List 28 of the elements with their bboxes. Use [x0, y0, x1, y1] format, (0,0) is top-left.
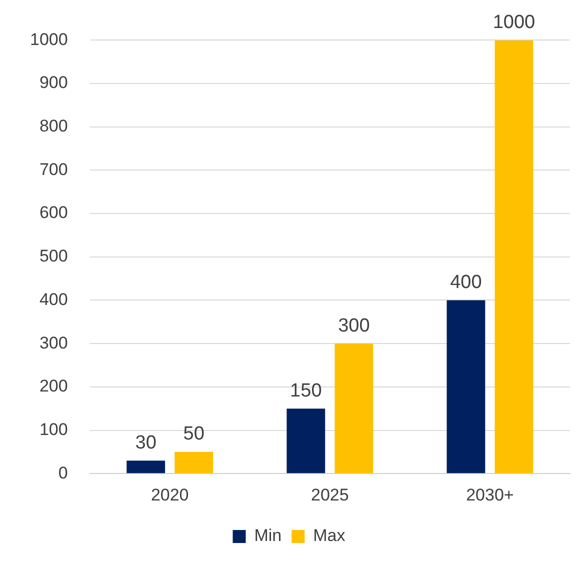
- y-tick-label: 100: [39, 420, 68, 439]
- bar: [286, 408, 326, 474]
- y-tick-label: 0: [58, 463, 68, 482]
- bar: [494, 40, 534, 474]
- y-tick-label: 1000: [30, 30, 68, 49]
- y-tick-label: 200: [39, 376, 68, 396]
- y-tick-label: 400: [39, 290, 68, 309]
- legend-label: Max: [313, 526, 346, 546]
- y-tick-label: 600: [39, 203, 68, 222]
- y-tick-label: 800: [39, 116, 68, 136]
- bar: [174, 452, 214, 474]
- bar: [446, 300, 486, 474]
- bar: [126, 460, 166, 474]
- data-label: 150: [290, 380, 322, 402]
- x-tick-label: 2020: [150, 485, 189, 504]
- data-label: 1000: [492, 12, 536, 33]
- data-label: 50: [183, 424, 204, 445]
- x-tick-label: 2025: [310, 485, 349, 504]
- data-label: 30: [135, 432, 156, 454]
- x-tick-label: 2030+: [466, 485, 514, 504]
- legend-label: Min: [254, 526, 282, 546]
- data-label: 300: [338, 315, 370, 336]
- y-tick-label: 900: [39, 73, 68, 92]
- y-tick-label: 700: [39, 160, 68, 179]
- y-tick-label: 500: [39, 246, 68, 266]
- y-tick-label: 300: [39, 333, 68, 352]
- bar: [334, 344, 374, 474]
- data-label: 400: [450, 272, 482, 293]
